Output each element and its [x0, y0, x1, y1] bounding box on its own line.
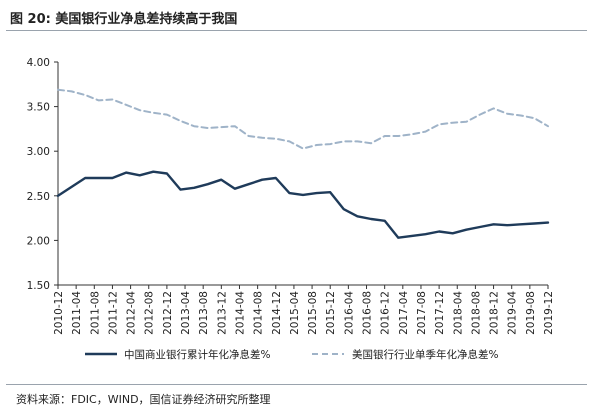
x-tick-label: 2011-04 — [71, 291, 83, 335]
y-tick-label: 3.50 — [27, 102, 50, 114]
series-lines — [56, 88, 550, 239]
x-tick-label: 2014-04 — [234, 291, 246, 335]
x-tick-label: 2010-12 — [53, 291, 65, 335]
figure-header: 图 20: 美国银行业净息差持续高于我国 — [6, 6, 587, 34]
x-tick-label: 2015-04 — [289, 291, 301, 335]
x-tick-label: 2014-12 — [271, 291, 283, 335]
y-tick-label: 4.00 — [27, 57, 50, 69]
source-divider — [6, 384, 587, 385]
x-tick-label: 2012-04 — [126, 291, 138, 335]
title-divider — [6, 30, 587, 31]
x-tick-label: 2018-04 — [452, 291, 464, 335]
y-tick-label: 2.50 — [27, 191, 50, 203]
x-tick-label: 2013-12 — [216, 291, 228, 335]
x-tick-label: 2019-04 — [507, 291, 519, 335]
axes: 1.50 2.00 2.50 3.00 3.50 4.00 2010-12 2011-04 20… — [27, 57, 555, 335]
china-nim-series-line — [56, 170, 550, 239]
x-tick-label: 2016-04 — [343, 291, 355, 335]
x-tick-label: 2018-12 — [489, 291, 501, 335]
y-tick-label: 2.00 — [27, 235, 50, 247]
y-tick-label: 3.00 — [27, 146, 50, 158]
x-tick-label: 2011-08 — [89, 291, 101, 335]
x-tick-label: 2012-08 — [144, 291, 156, 335]
x-tick-label: 2017-12 — [434, 291, 446, 335]
x-tick-label: 2017-04 — [398, 291, 410, 335]
x-tick-label: 2015-12 — [325, 291, 337, 335]
x-tick-label: 2014-08 — [253, 291, 265, 335]
us-nim-series-line — [57, 88, 549, 150]
x-tick-label: 2011-12 — [107, 291, 119, 335]
legend-label-china: 中国商业银行累计年化净息差% — [124, 348, 270, 361]
x-tick-label: 2017-08 — [416, 291, 428, 335]
x-tick-label: 2012-12 — [162, 291, 174, 335]
x-tick-label: 2018-08 — [470, 291, 482, 335]
figure-title: 图 20: 美国银行业净息差持续高于我国 — [10, 12, 238, 27]
legend-label-us: 美国银行行业单季年化净息差% — [352, 348, 498, 361]
line-chart: 1.50 2.00 2.50 3.00 3.50 4.00 2010-12 2011-04 20… — [27, 57, 555, 361]
x-tick-label: 2015-08 — [307, 291, 319, 335]
source-note: 资料来源：FDIC，WIND，国信证券经济研究所整理 — [16, 393, 271, 406]
y-tick-label: 1.50 — [27, 280, 50, 292]
x-tick-label: 2013-04 — [180, 291, 192, 335]
x-tick-label: 2016-08 — [362, 291, 374, 335]
x-tick-label: 2019-08 — [525, 291, 537, 335]
x-tick-label: 2016-12 — [380, 291, 392, 335]
x-tick-label: 2019-12 — [543, 291, 555, 335]
legend: 中国商业银行累计年化净息差% 美国银行行业单季年化净息差% — [85, 348, 498, 361]
x-tick-label: 2013-08 — [198, 291, 210, 335]
